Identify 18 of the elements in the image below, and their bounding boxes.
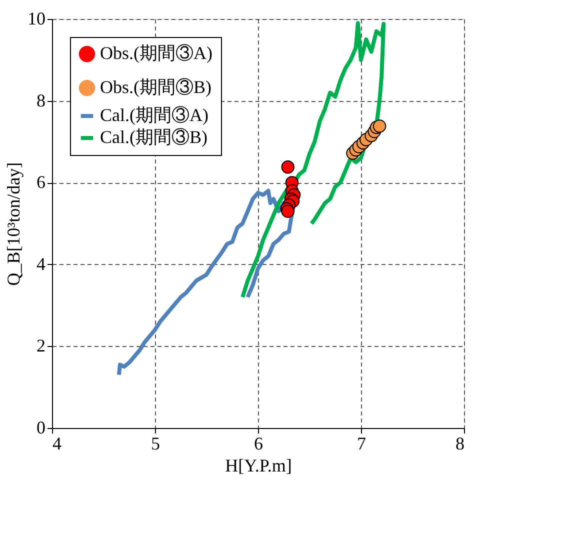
x-tick-label: 6 bbox=[254, 434, 263, 454]
y-tick-label: 2 bbox=[36, 336, 46, 356]
legend-label: Obs.(期間③B) bbox=[100, 77, 212, 97]
x-tick-label: 5 bbox=[151, 434, 160, 454]
legend-label: Cal.(期間③B) bbox=[100, 127, 208, 147]
y-tick-label: 4 bbox=[36, 254, 46, 274]
y-tick-label: 6 bbox=[36, 172, 46, 192]
x-tick-label: 8 bbox=[456, 434, 464, 454]
x-axis-title: H[Y.P.m] bbox=[225, 456, 292, 476]
line-series bbox=[240, 21, 386, 300]
x-tick-label: 7 bbox=[357, 434, 366, 454]
y-tick-label: 10 bbox=[28, 8, 46, 28]
y-tick-label: 0 bbox=[36, 418, 46, 438]
legend-label: Obs.(期間③A) bbox=[100, 43, 212, 63]
y-axis-title: Q_B[10³ton/day] bbox=[4, 162, 24, 286]
legend-label: Cal.(期間③A) bbox=[100, 105, 208, 125]
y-tick-label: 8 bbox=[36, 90, 46, 110]
x-tick-label: 4 bbox=[52, 434, 62, 454]
